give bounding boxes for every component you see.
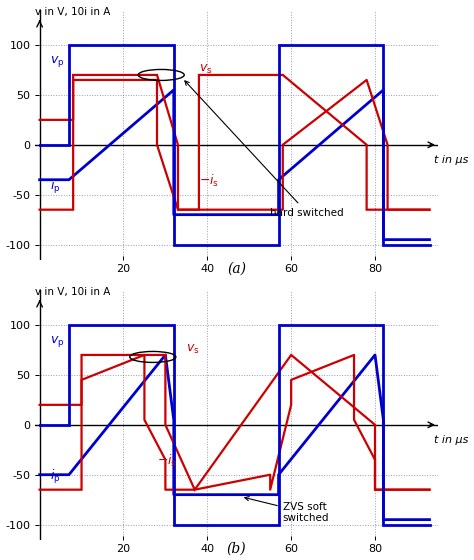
Text: v in V, 10i in A: v in V, 10i in A (36, 287, 111, 297)
Text: $-i_\mathrm{s}$: $-i_\mathrm{s}$ (199, 172, 219, 189)
Text: $v_\mathrm{p}$: $v_\mathrm{p}$ (50, 54, 64, 69)
Text: t in μs: t in μs (434, 435, 468, 445)
Text: $i_\mathrm{p}$: $i_\mathrm{p}$ (50, 178, 61, 196)
Text: t in μs: t in μs (434, 155, 468, 165)
Text: $v_\mathrm{p}$: $v_\mathrm{p}$ (50, 334, 64, 349)
Text: (b): (b) (227, 542, 246, 556)
Text: (a): (a) (227, 262, 246, 276)
Text: $v_\mathrm{s}$: $v_\mathrm{s}$ (199, 63, 212, 76)
Text: v in V, 10i in A: v in V, 10i in A (36, 7, 111, 17)
Text: hard switched: hard switched (185, 81, 344, 218)
Text: ZVS soft
switched: ZVS soft switched (245, 497, 329, 524)
Text: $i_\mathrm{p}$: $i_\mathrm{p}$ (50, 468, 61, 486)
Text: $-i_\mathrm{s}$: $-i_\mathrm{s}$ (157, 452, 177, 469)
Text: $v_\mathrm{s}$: $v_\mathrm{s}$ (186, 343, 200, 356)
